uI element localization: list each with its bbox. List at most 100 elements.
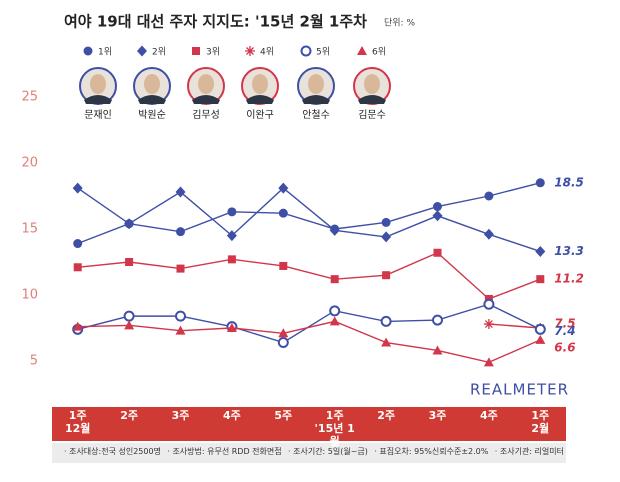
unit: 단위: % (384, 18, 415, 29)
data-point (329, 316, 340, 326)
data-point (279, 261, 288, 270)
portrait-face (308, 74, 324, 94)
data-point (175, 325, 186, 335)
data-point (382, 271, 391, 280)
legend-label: 3위 (206, 47, 220, 58)
data-point (484, 191, 494, 201)
data-point (381, 217, 391, 227)
x-tick-label: 1주 2월 (531, 409, 550, 435)
x-tick-label: 3주 (171, 409, 190, 422)
data-point (226, 230, 237, 242)
candidate-name: 김무성 (192, 109, 220, 121)
data-point (175, 310, 186, 322)
x-tick-label: 4주 (223, 409, 241, 422)
portrait-face (144, 74, 160, 94)
candidate-name: 이완구 (246, 109, 274, 121)
data-point (278, 328, 289, 338)
data-point (73, 263, 82, 272)
x-tick-label: 5주 (274, 409, 293, 422)
series-line (77, 187, 541, 253)
data-point (277, 337, 289, 349)
portrait-suit (246, 95, 274, 104)
portrait-face (252, 74, 268, 94)
footer: · 조사대상:전국 성인2500명 · 조사방법: 유무선 RDD 전화면접 · 조… (64, 446, 564, 457)
data-point (433, 202, 442, 212)
portrait-suit (302, 95, 330, 104)
series-line (77, 182, 541, 245)
data-point (535, 334, 546, 344)
data-point (483, 298, 495, 310)
y-tick-label: 25 (21, 90, 38, 105)
legend-label: 2위 (152, 47, 166, 58)
portrait-face (364, 74, 380, 94)
portrait-suit (192, 95, 220, 104)
data-point (329, 305, 341, 317)
candidate-name: 박원순 (138, 109, 166, 121)
data-point (124, 218, 135, 230)
data-point (73, 239, 83, 249)
legend-marker (300, 45, 312, 57)
value-label: 7.5 (554, 317, 575, 331)
value-label: 11.2 (554, 272, 584, 286)
data-point (330, 275, 339, 284)
legend-label: 1위 (98, 47, 112, 58)
x-tick-label: 1주 '15년 1월 (314, 409, 355, 448)
y-tick-label: 15 (21, 222, 38, 237)
y-tick-label: 20 (21, 156, 38, 171)
footer-item: · 조사기간: 5일(월~금) (288, 447, 368, 456)
series-line (488, 323, 541, 329)
legend-label: 4위 (260, 47, 274, 58)
y-tick-label: 10 (21, 288, 38, 303)
data-point (535, 245, 546, 257)
data-point (176, 264, 185, 273)
data-point (176, 227, 185, 237)
data-point (278, 182, 289, 194)
x-tick-label: 1주 12월 (64, 409, 91, 435)
data-point (278, 208, 288, 218)
legend-marker (137, 45, 147, 57)
data-point (535, 178, 545, 188)
data-point (432, 345, 443, 355)
data-point (381, 231, 392, 243)
footer-band (52, 443, 566, 463)
series-line (77, 251, 541, 300)
footer-item: · 조사방법: 유무선 RDD 전화면접 (167, 447, 282, 456)
data-point (433, 248, 442, 257)
data-point (124, 320, 135, 330)
data-point (483, 319, 494, 330)
data-point (380, 315, 392, 327)
portrait-suit (358, 95, 386, 104)
data-point (381, 337, 392, 347)
data-point (432, 314, 443, 326)
data-point (123, 310, 135, 322)
x-axis-band (52, 407, 566, 441)
data-point (227, 207, 237, 217)
x-tick-label: 4주 (480, 409, 498, 422)
candidate-name: 문재인 (84, 109, 112, 121)
x-tick-label: 3주 (428, 409, 447, 422)
footer-item: · 조사대상:전국 성인2500명 (64, 447, 161, 456)
value-label: 7.4 (554, 324, 575, 338)
data-point (329, 224, 340, 236)
data-point (534, 323, 546, 335)
value-label: 6.6 (554, 340, 575, 354)
value-label: 18.5 (554, 175, 584, 189)
legend-label: 6위 (372, 47, 386, 58)
legend-label: 5위 (316, 47, 330, 58)
legend-marker (357, 46, 367, 55)
series-line (77, 320, 541, 364)
footer-item: · 표집오차: 95%신뢰수준±2.0% (374, 447, 489, 456)
data-point (536, 275, 545, 284)
portrait-suit (84, 95, 112, 104)
value-label: 13.3 (554, 244, 584, 258)
footer-item: · 조사기관: 리얼미터 (494, 447, 564, 456)
legend-marker (245, 46, 255, 56)
y-tick-label: 5 (30, 354, 38, 369)
data-point (72, 182, 83, 194)
data-point (226, 323, 237, 332)
legend-marker (192, 47, 200, 55)
candidate-name: 김문수 (358, 109, 386, 121)
x-tick-label: 2주 (377, 409, 395, 422)
